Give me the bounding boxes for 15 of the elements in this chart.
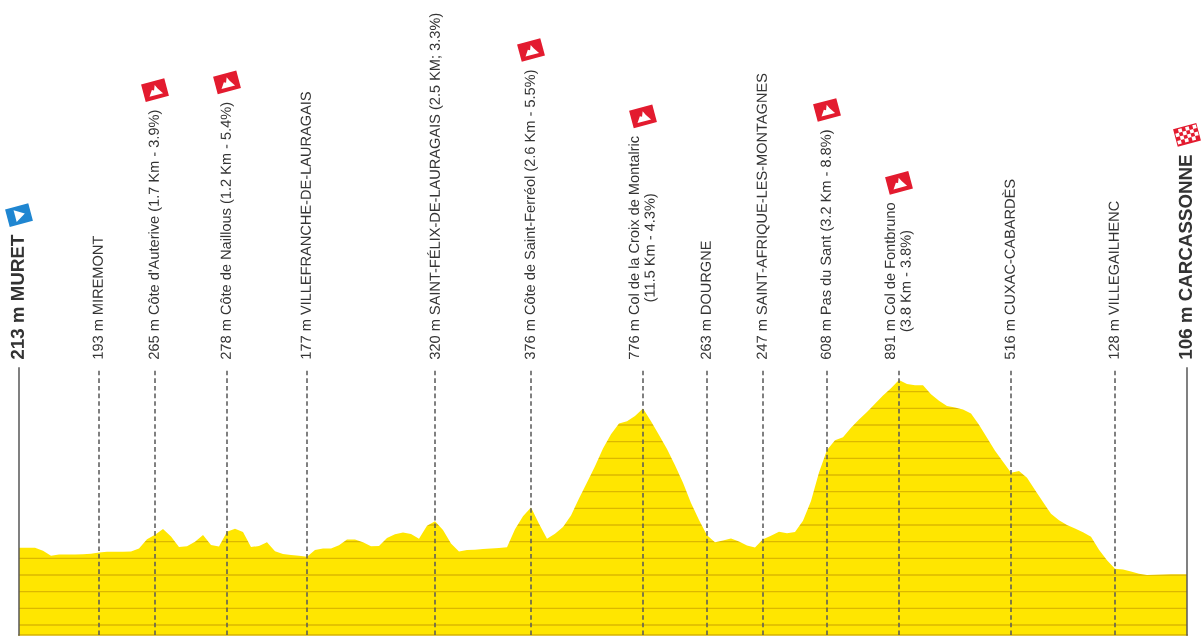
x-tick-label: 263 m DOURGNE [700, 241, 711, 359]
x-tick-label: 193 m MIREMONT [92, 236, 103, 359]
x-tick-label: 177 m VILLEFRANCHE-DE-LAURAGAIS [300, 92, 311, 359]
x-tick-label: 213 m MURET [10, 234, 25, 360]
x-tick-label: 278 m Côte de Naillous (1.2 Km - 5.4%) [220, 102, 234, 359]
x-tick-label: 516 m CUXAC-CABARDÈS [1002, 179, 1015, 360]
x-tick-label: 265 m Côte d'Auterive (1.7 Km - 3.9%) [148, 110, 162, 359]
x-tick-label: 608 m Pas du Sant (3.2 Km - 8.8%) [820, 130, 834, 359]
x-tick-label: 891 m Col de Fontbruno (3.8 Km - 3.8%) [884, 203, 914, 360]
x-tick-label: 247 m SAINT-AFRIQUE-LES-MONTAGNES [756, 73, 770, 359]
x-tick-label: 320 m SAINT-FÉLIX-DE-LAURAGAIS (2.5 KM; 3.3%) [427, 13, 443, 360]
x-tick-label: 106 m CARCASSONNE [1178, 155, 1193, 359]
x-tick-label: 376 m Côte de Saint-Ferréol (2.6 Km - 5.5%) [524, 70, 538, 360]
x-tick-label: 128 m VILLEGAILHENC [1108, 201, 1119, 359]
x-tick-label: 776 m Col de la Croix de Montalric (11.5 Km - 4.3%) [628, 136, 658, 359]
